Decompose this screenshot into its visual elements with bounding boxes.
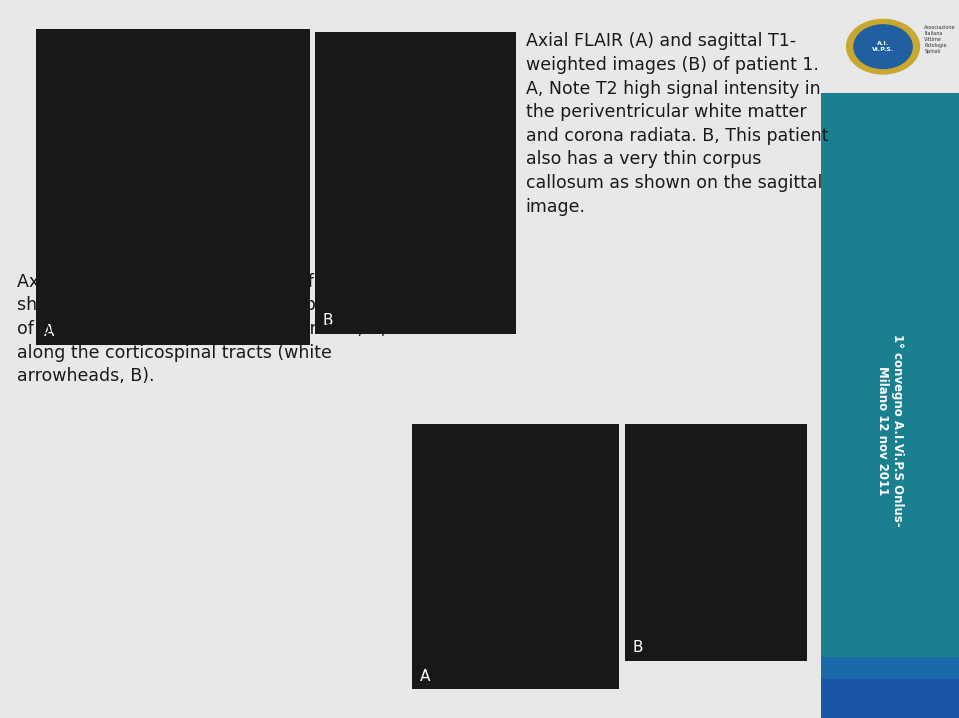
Circle shape: [854, 25, 912, 68]
FancyBboxPatch shape: [821, 93, 959, 718]
Text: Associazione
Italiana
Vittime
Patologie
Spinali: Associazione Italiana Vittime Patologie …: [924, 25, 956, 54]
Text: B: B: [633, 640, 643, 655]
Text: A: A: [44, 324, 55, 339]
FancyBboxPatch shape: [36, 29, 310, 345]
Text: Axial and coronal FLAIR images of patient 4
show high signal intensity in the po: Axial and coronal FLAIR images of patien…: [17, 273, 427, 386]
Text: Axial FLAIR (A) and sagittal T1-
weighted images (B) of patient 1.
A, Note T2 hi: Axial FLAIR (A) and sagittal T1- weighte…: [526, 32, 828, 215]
FancyBboxPatch shape: [412, 424, 619, 689]
FancyBboxPatch shape: [821, 657, 959, 679]
FancyBboxPatch shape: [821, 0, 959, 93]
Text: 1° convegno A.I.Vi.P.S Onlus-
Milano 12 nov 2011: 1° convegno A.I.Vi.P.S Onlus- Milano 12 …: [876, 335, 904, 527]
FancyBboxPatch shape: [625, 424, 807, 661]
Text: A: A: [420, 668, 431, 684]
Text: A.I.
Vi.P.S.: A.I. Vi.P.S.: [872, 41, 894, 52]
FancyBboxPatch shape: [315, 32, 516, 334]
Circle shape: [847, 19, 920, 74]
Text: B: B: [322, 313, 333, 328]
FancyBboxPatch shape: [821, 679, 959, 718]
